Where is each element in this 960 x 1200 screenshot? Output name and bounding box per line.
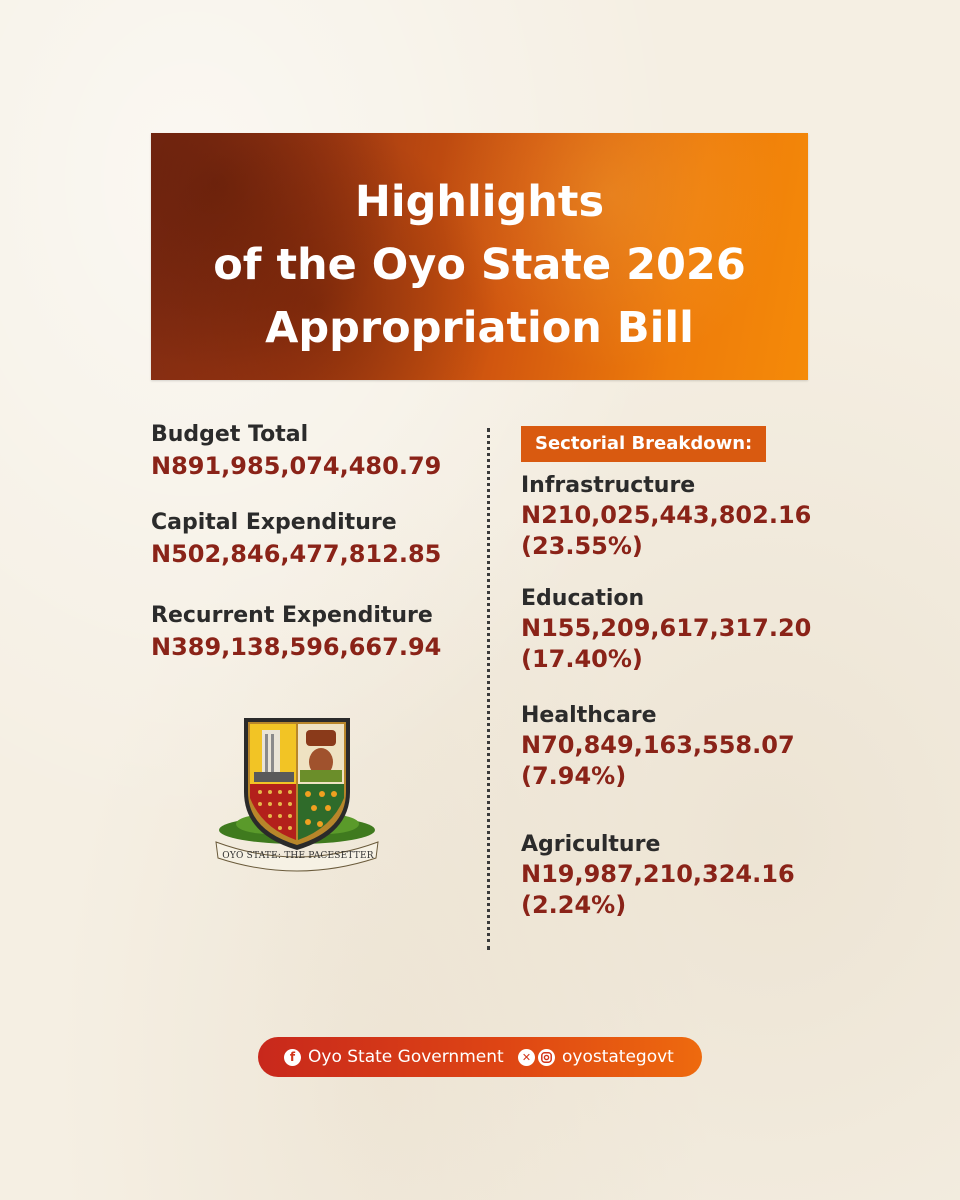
crest-motto: OYO STATE: THE PACESETTER — [222, 851, 374, 861]
sector-label: Infrastructure — [521, 473, 696, 498]
title-banner: Highlights of the Oyo State 2026 Appropr… — [151, 133, 808, 380]
sector-value: N70,849,163,558.07 — [521, 731, 795, 759]
capital-expenditure: Capital Expenditure N502,846,477,812.85 — [151, 508, 441, 570]
sector-label: Healthcare — [521, 703, 657, 728]
sector-label: Education — [521, 586, 645, 611]
sector-value: N210,025,443,802.16 — [521, 501, 812, 529]
capital-expenditure-label: Capital Expenditure — [151, 510, 397, 535]
sector-healthcare: Healthcare N70,849,163,558.07 (7.94%) — [521, 702, 795, 792]
page-title: Highlights of the Oyo State 2026 Appropr… — [151, 171, 808, 360]
sector-percent: (7.94%) — [521, 762, 627, 790]
facebook-link[interactable]: f Oyo State Government — [284, 1037, 504, 1077]
sector-label: Agriculture — [521, 832, 661, 857]
sector-percent: (23.55%) — [521, 532, 643, 560]
social-footer: f Oyo State Government ✕ oyostategovt — [258, 1037, 702, 1077]
sectorial-heading: Sectorial Breakdown: — [521, 426, 767, 462]
oyo-state-crest-logo — [215, 718, 379, 872]
sector-agriculture: Agriculture N19,987,210,324.16 (2.24%) — [521, 831, 795, 921]
capital-expenditure-value: N502,846,477,812.85 — [151, 540, 442, 568]
sector-infrastructure: Infrastructure N210,025,443,802.16 (23.5… — [521, 472, 811, 562]
budget-total: Budget Total N891,985,074,480.79 — [151, 420, 441, 482]
instagram-icon — [538, 1048, 555, 1066]
title-line-1: Highlights — [354, 177, 605, 227]
budget-total-label: Budget Total — [151, 422, 309, 447]
facebook-icon: f — [284, 1048, 301, 1066]
sector-education: Education N155,209,617,317.20 (17.40%) — [521, 585, 811, 675]
recurrent-expenditure-label: Recurrent Expenditure — [151, 603, 433, 628]
recurrent-expenditure: Recurrent Expenditure N389,138,596,667.9… — [151, 601, 441, 663]
sector-value: N155,209,617,317.20 — [521, 614, 812, 642]
budget-total-value: N891,985,074,480.79 — [151, 452, 442, 480]
title-line-3: Appropriation Bill — [265, 303, 694, 353]
sector-percent: (17.40%) — [521, 645, 643, 673]
x-instagram-link[interactable]: ✕ oyostategovt — [518, 1037, 674, 1077]
title-line-2: of the Oyo State 2026 — [213, 240, 746, 290]
sector-value: N19,987,210,324.16 — [521, 860, 795, 888]
sector-percent: (2.24%) — [521, 891, 627, 919]
facebook-label: Oyo State Government — [308, 1047, 504, 1067]
recurrent-expenditure-value: N389,138,596,667.94 — [151, 633, 442, 661]
x-icon: ✕ — [518, 1048, 535, 1066]
social-handle: oyostategovt — [562, 1047, 674, 1067]
column-divider — [487, 428, 490, 950]
